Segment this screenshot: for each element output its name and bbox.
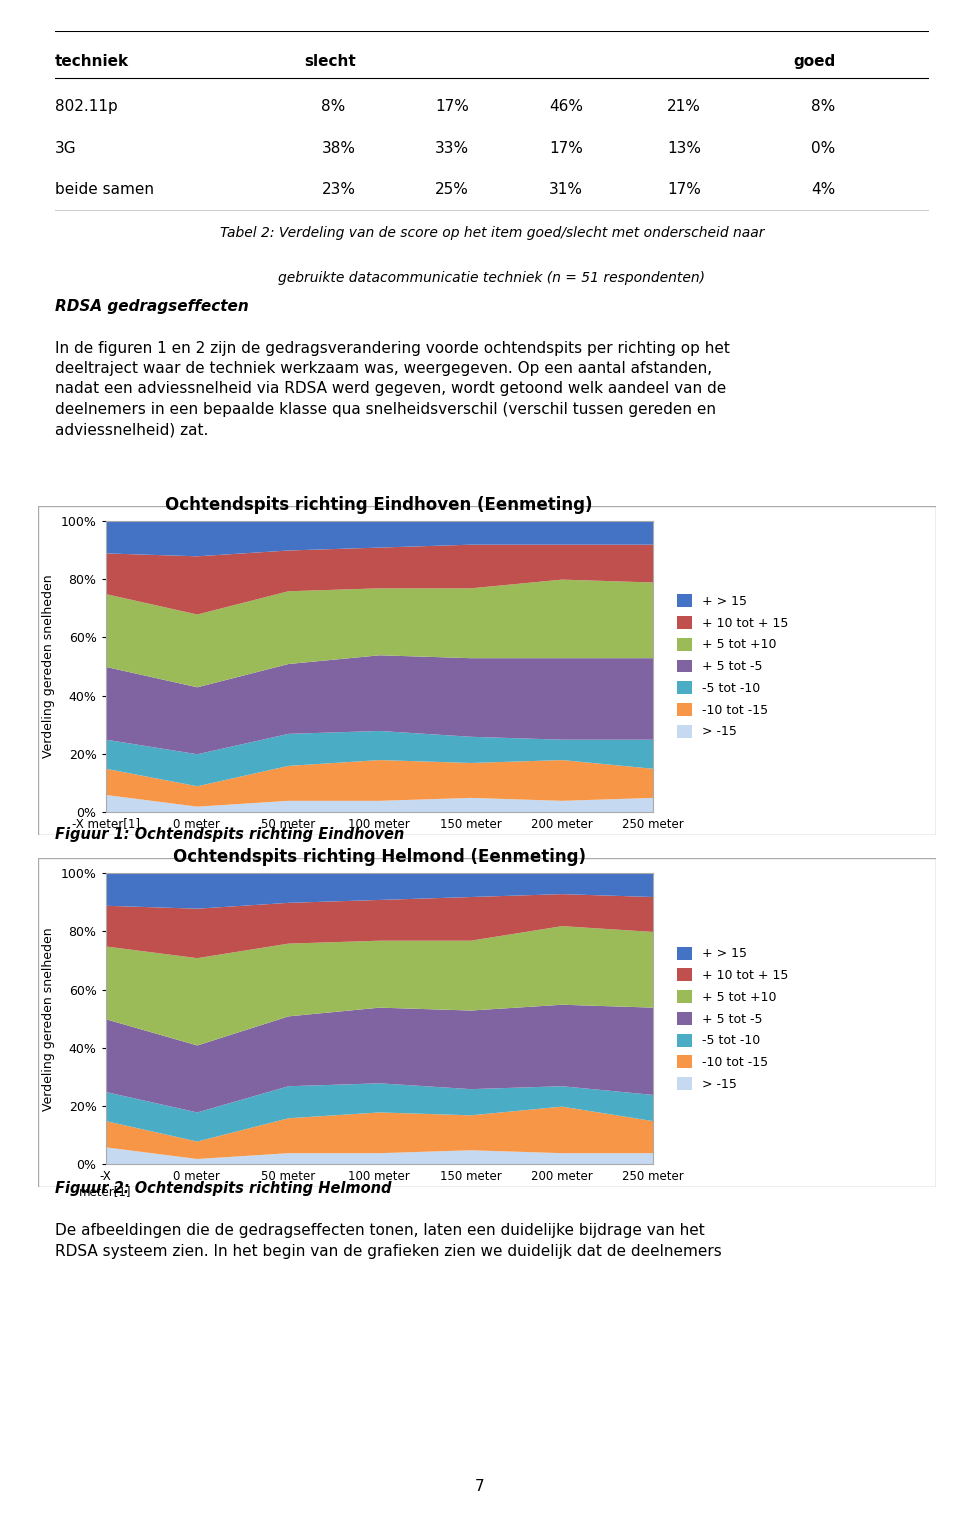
Text: 46%: 46% [549, 100, 583, 115]
Title: Ochtendspits richting Eindhoven (Eenmeting): Ochtendspits richting Eindhoven (Eenmeti… [165, 496, 593, 513]
Text: 17%: 17% [667, 182, 701, 198]
Text: 8%: 8% [811, 100, 835, 115]
Text: 31%: 31% [549, 182, 583, 198]
Text: techniek: techniek [55, 54, 129, 69]
Text: 13%: 13% [667, 141, 701, 156]
Y-axis label: Verdeling gereden snelheden: Verdeling gereden snelheden [42, 574, 55, 758]
Text: 17%: 17% [435, 100, 469, 115]
Text: 33%: 33% [435, 141, 469, 156]
Text: goed: goed [794, 54, 836, 69]
Text: 38%: 38% [322, 141, 355, 156]
Legend: + > 15, + 10 tot + 15, + 5 tot +10, + 5 tot -5, -5 tot -10, -10 tot -15, > -15: + > 15, + 10 tot + 15, + 5 tot +10, + 5 … [676, 945, 789, 1092]
Text: 23%: 23% [322, 182, 355, 198]
Legend: + > 15, + 10 tot + 15, + 5 tot +10, + 5 tot -5, -5 tot -10, -10 tot -15, > -15: + > 15, + 10 tot + 15, + 5 tot +10, + 5 … [676, 593, 789, 740]
Text: Figuur 1: Ochtendspits richting Eindhoven: Figuur 1: Ochtendspits richting Eindhove… [55, 827, 404, 843]
Text: 21%: 21% [667, 100, 701, 115]
Text: slecht: slecht [304, 54, 356, 69]
Text: 25%: 25% [435, 182, 469, 198]
Text: RDSA gedragseffecten: RDSA gedragseffecten [55, 299, 249, 314]
Text: Figuur 2: Ochtendspits richting Helmond: Figuur 2: Ochtendspits richting Helmond [55, 1181, 392, 1196]
Text: 7: 7 [475, 1478, 485, 1494]
Text: beide samen: beide samen [55, 182, 154, 198]
Text: De afbeeldingen die de gedragseffecten tonen, laten een duidelijke bijdrage van : De afbeeldingen die de gedragseffecten t… [55, 1223, 722, 1258]
Text: 8%: 8% [322, 100, 346, 115]
Text: gebruikte datacommunicatie techniek (n = 51 respondenten): gebruikte datacommunicatie techniek (n =… [278, 271, 706, 285]
Text: In de figuren 1 en 2 zijn de gedragsverandering voorde ochtendspits per richting: In de figuren 1 en 2 zijn de gedragsvera… [55, 340, 730, 437]
Text: Tabel 2: Verdeling van de score op het item goed/slecht met onderscheid naar: Tabel 2: Verdeling van de score op het i… [220, 227, 764, 241]
Text: 3G: 3G [55, 141, 77, 156]
Text: 0%: 0% [811, 141, 835, 156]
Y-axis label: Verdeling gereden snelheden: Verdeling gereden snelheden [42, 927, 55, 1111]
Text: 17%: 17% [549, 141, 583, 156]
Text: 802.11p: 802.11p [55, 100, 117, 115]
Title: Ochtendspits richting Helmond (Eenmeting): Ochtendspits richting Helmond (Eenmeting… [173, 849, 586, 866]
Text: 4%: 4% [811, 182, 835, 198]
